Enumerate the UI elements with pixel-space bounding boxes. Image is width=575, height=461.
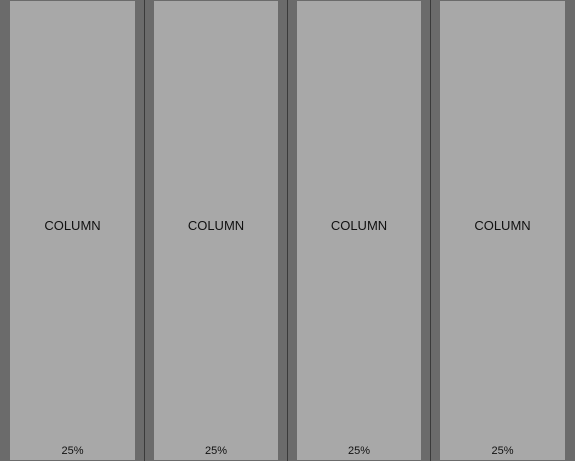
column-3: COLUMN 25% [297, 1, 421, 460]
column-width-label: 25% [204, 445, 228, 457]
column-width-label: 25% [347, 445, 371, 457]
column-1: COLUMN 25% [10, 1, 135, 460]
column-label: COLUMN [330, 218, 388, 233]
column-divider [144, 0, 145, 461]
column-divider [287, 0, 288, 461]
column-label: COLUMN [187, 218, 245, 233]
column-width-label: 25% [491, 445, 514, 457]
column-label: COLUMN [474, 218, 531, 233]
column-divider [430, 0, 431, 461]
column-2: COLUMN 25% [154, 1, 278, 460]
column-4: COLUMN 25% [440, 1, 565, 460]
column-width-label: 25% [61, 445, 84, 457]
column-label: COLUMN [44, 218, 101, 233]
